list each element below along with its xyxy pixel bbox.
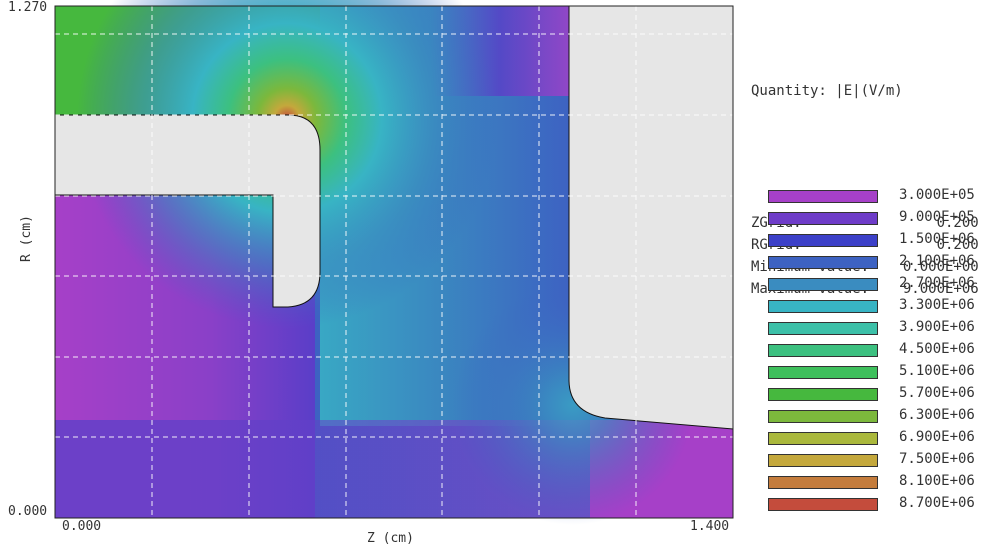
info-spacer [751,146,903,168]
grid-lines [55,6,733,518]
legend-label: 3.300E+06 [899,297,975,313]
y-tick-max: 1.270 [8,0,48,15]
legend-swatch [768,454,878,467]
legend-label: 2.100E+06 [899,253,975,269]
field-plot [54,0,734,525]
legend-swatch [768,344,878,357]
legend-label: 5.700E+06 [899,385,975,401]
stat-value: 0.000E+00 [902,259,979,275]
legend-swatch [768,498,878,511]
legend-swatch [768,234,878,247]
x-tick-max: 1.400 [690,519,730,534]
legend-label: 4.500E+06 [899,341,975,357]
legend-label: 6.900E+06 [899,429,975,445]
legend-swatch [768,476,878,489]
stat-value: 0.200 [936,237,979,253]
legend-swatch [768,432,878,445]
stat-value: 9.000E+06 [902,281,979,297]
left-electrode [54,114,321,308]
quantity-label: Quantity: |E|(V/m) [751,83,903,99]
legend-label: 9.000E+05 [899,209,975,225]
legend-swatch [768,388,878,401]
legend-label: 5.100E+06 [899,363,975,379]
y-axis-label: R (cm) [19,215,34,262]
legend-swatch [768,410,878,423]
plot-frame [54,5,734,519]
x-axis-label: Z (cm) [367,531,414,546]
legend-label: 8.700E+06 [899,495,975,511]
legend-label: 7.500E+06 [899,451,975,467]
legend-label: 3.900E+06 [899,319,975,335]
legend-swatch [768,322,878,335]
legend-label: 6.300E+06 [899,407,975,423]
legend-label: 8.100E+06 [899,473,975,489]
legend-label: 1.500E+06 [899,231,975,247]
legend-label: 2.700E+06 [899,275,975,291]
y-tick-min: 0.000 [8,504,48,519]
legend-swatch [768,256,878,269]
legend-swatch [768,212,878,225]
legend-label: 3.000E+05 [899,187,975,203]
stat-value: 0.200 [936,215,979,231]
legend-swatch [768,190,878,203]
legend-swatch [768,278,878,291]
right-electrode [568,5,734,430]
legend-swatch [768,300,878,313]
x-tick-min: 0.000 [62,519,102,534]
legend-swatch [768,366,878,379]
